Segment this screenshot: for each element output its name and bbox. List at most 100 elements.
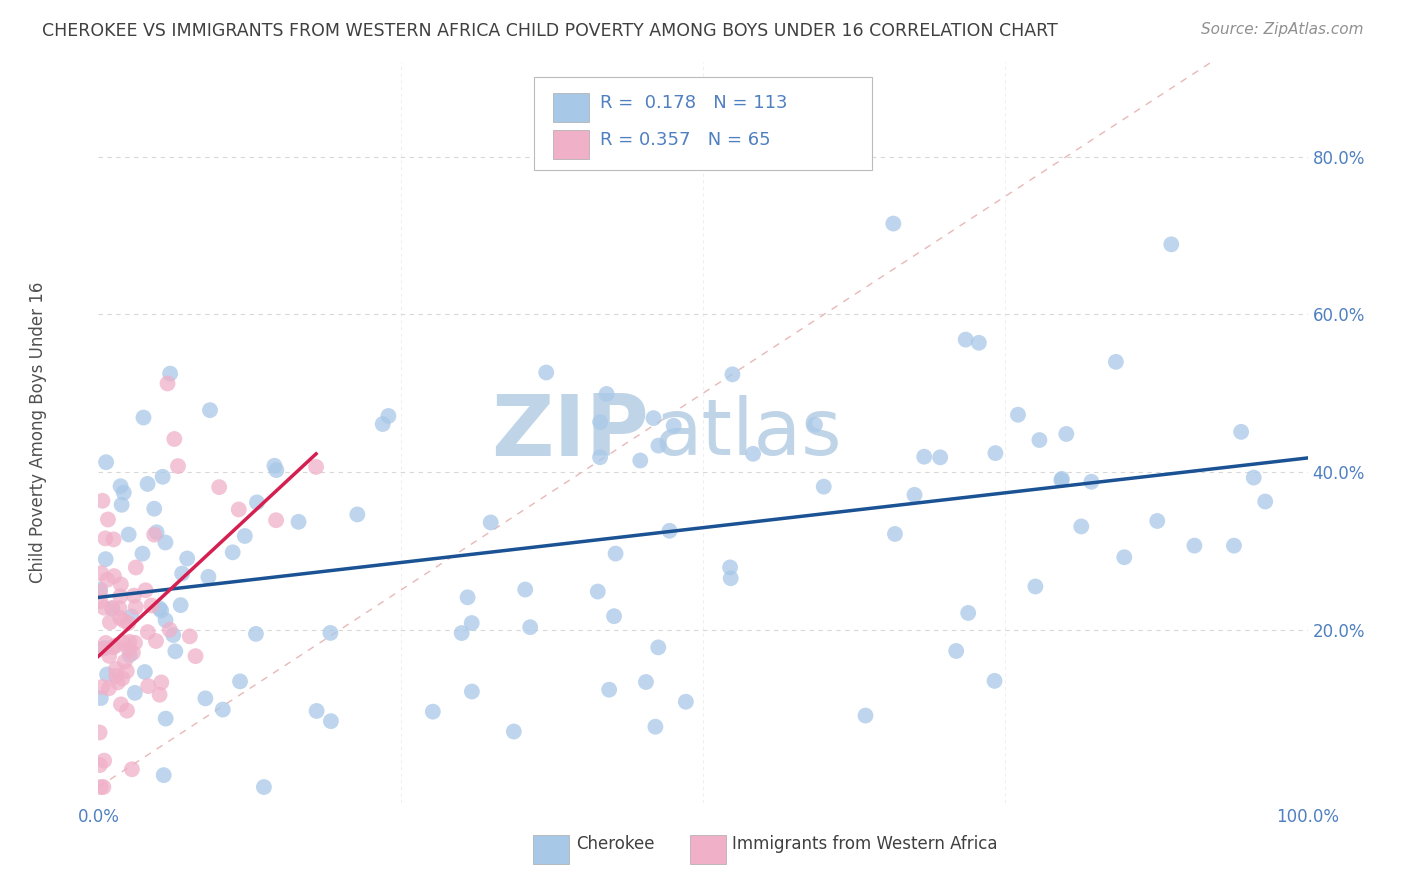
- Text: Cherokee: Cherokee: [576, 835, 655, 853]
- Point: [221, 545, 243, 559]
- Point: [461, 615, 484, 630]
- Point: [586, 584, 609, 599]
- Point: [742, 447, 765, 461]
- Text: R =  0.178   N = 113: R = 0.178 N = 113: [600, 95, 787, 112]
- Point: [502, 724, 524, 739]
- Point: [377, 409, 399, 423]
- Point: [287, 515, 309, 529]
- Point: [1184, 539, 1206, 553]
- Point: [245, 627, 267, 641]
- Point: [90, 691, 112, 706]
- Point: [89, 725, 111, 739]
- Point: [967, 335, 990, 350]
- Point: [264, 513, 287, 527]
- Point: [208, 480, 231, 494]
- Point: [644, 720, 666, 734]
- FancyBboxPatch shape: [553, 93, 589, 122]
- Point: [93, 780, 115, 794]
- Point: [628, 453, 651, 467]
- Point: [903, 488, 925, 502]
- Point: [125, 560, 148, 574]
- Point: [647, 439, 669, 453]
- FancyBboxPatch shape: [553, 130, 589, 160]
- Point: [90, 566, 112, 580]
- Point: [110, 577, 132, 591]
- Point: [114, 655, 136, 669]
- Point: [89, 758, 111, 772]
- Point: [319, 714, 342, 728]
- Point: [124, 636, 146, 650]
- Point: [105, 669, 128, 683]
- Point: [104, 639, 127, 653]
- Point: [155, 535, 177, 549]
- Point: [1050, 472, 1073, 486]
- Point: [675, 695, 697, 709]
- Point: [94, 455, 117, 469]
- Point: [519, 620, 541, 634]
- Point: [103, 640, 125, 655]
- Point: [149, 688, 172, 702]
- Point: [929, 450, 952, 465]
- Point: [94, 641, 117, 656]
- Point: [124, 686, 146, 700]
- Point: [117, 615, 139, 630]
- Point: [111, 498, 134, 512]
- Point: [305, 459, 328, 474]
- Point: [1050, 473, 1073, 487]
- Point: [179, 629, 201, 643]
- Point: [136, 679, 159, 693]
- Point: [955, 333, 977, 347]
- Point: [658, 524, 681, 538]
- Point: [89, 585, 111, 599]
- Point: [112, 485, 135, 500]
- Point: [115, 664, 138, 678]
- Point: [319, 626, 342, 640]
- Point: [1254, 494, 1277, 508]
- Point: [141, 599, 163, 613]
- Point: [167, 459, 190, 474]
- Point: [122, 646, 145, 660]
- Point: [89, 582, 111, 597]
- Point: [266, 463, 288, 477]
- Point: [804, 417, 827, 432]
- Point: [121, 762, 143, 776]
- Point: [150, 675, 173, 690]
- Point: [515, 582, 537, 597]
- Point: [163, 432, 186, 446]
- Point: [118, 527, 141, 541]
- Point: [1223, 539, 1246, 553]
- Point: [108, 601, 131, 615]
- Point: [118, 648, 141, 662]
- Text: R = 0.357   N = 65: R = 0.357 N = 65: [600, 131, 770, 149]
- Point: [598, 682, 620, 697]
- Point: [90, 641, 112, 656]
- Text: Immigrants from Western Africa: Immigrants from Western Africa: [733, 835, 997, 853]
- Text: ZIP: ZIP: [491, 391, 648, 475]
- Point: [156, 376, 179, 391]
- Point: [1024, 580, 1046, 594]
- Point: [912, 450, 935, 464]
- Point: [647, 640, 669, 655]
- Point: [229, 674, 252, 689]
- Point: [1243, 470, 1265, 484]
- Point: [169, 598, 191, 612]
- Point: [165, 644, 187, 658]
- Point: [720, 571, 742, 585]
- Point: [605, 547, 627, 561]
- Point: [457, 591, 479, 605]
- Point: [103, 533, 125, 547]
- Point: [1054, 427, 1077, 442]
- Point: [120, 609, 142, 624]
- Text: CHEROKEE VS IMMIGRANTS FROM WESTERN AFRICA CHILD POVERTY AMONG BOYS UNDER 16 COR: CHEROKEE VS IMMIGRANTS FROM WESTERN AFRI…: [42, 22, 1057, 40]
- Point: [983, 673, 1005, 688]
- Point: [93, 600, 115, 615]
- Point: [97, 681, 120, 696]
- Point: [595, 387, 617, 401]
- Point: [634, 675, 657, 690]
- Point: [94, 636, 117, 650]
- Point: [96, 667, 118, 681]
- Point: [882, 217, 904, 231]
- Point: [152, 768, 174, 782]
- Point: [159, 367, 181, 381]
- Point: [98, 615, 121, 630]
